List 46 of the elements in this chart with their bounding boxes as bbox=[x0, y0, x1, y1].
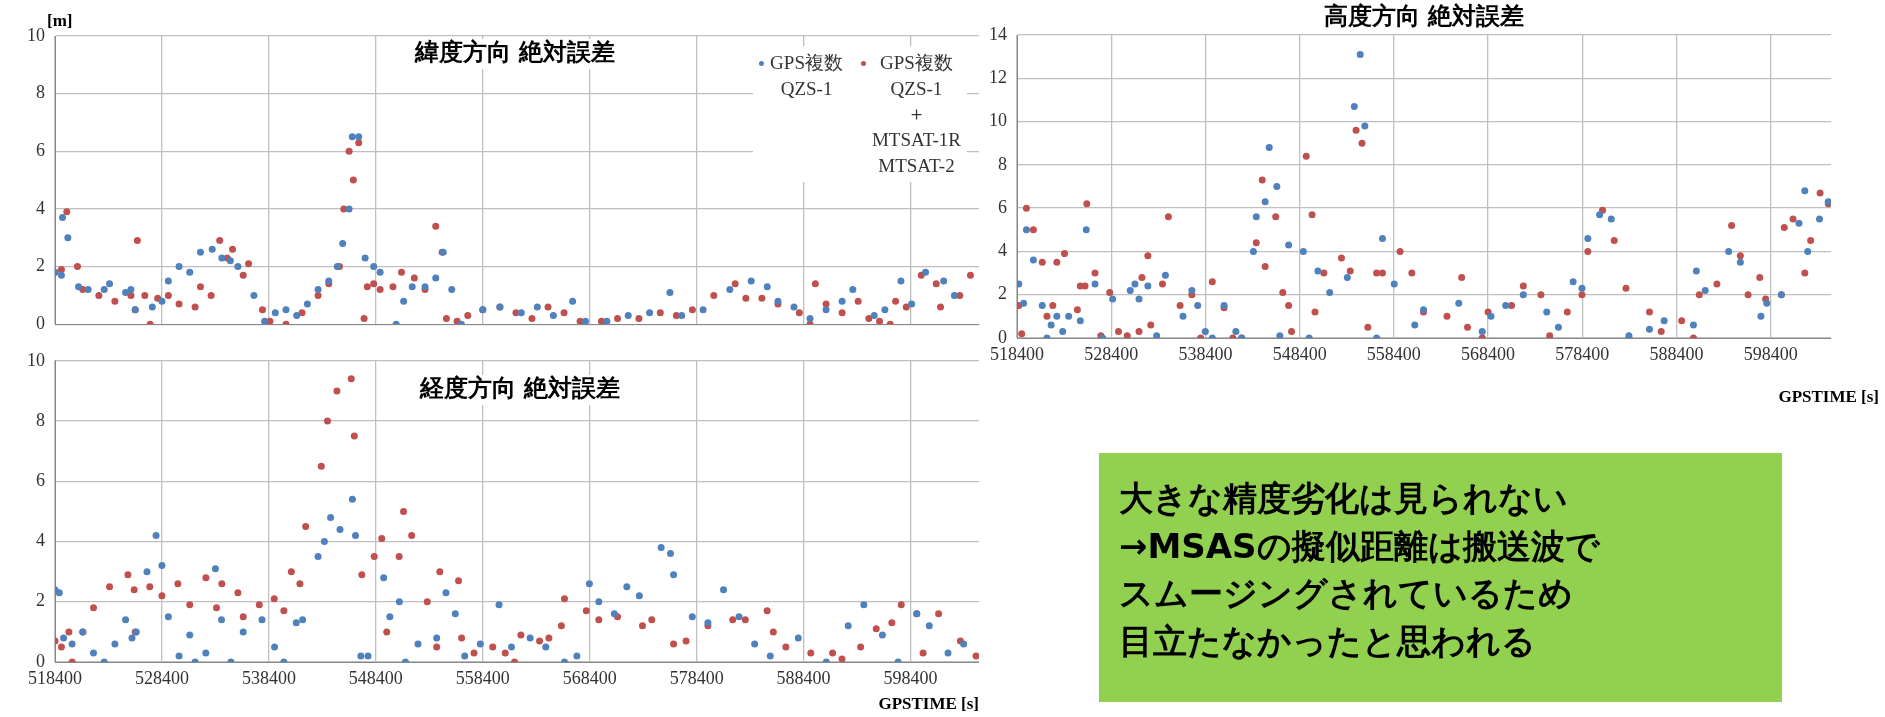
x-tick-label: 568400 bbox=[562, 667, 617, 688]
x-axis-title: GPSTIME [s] bbox=[1778, 386, 1879, 406]
x-axis-title: GPSTIME [s] bbox=[878, 693, 979, 713]
y-tick-label: 14 bbox=[989, 23, 1007, 44]
x-tick-label: 548400 bbox=[1272, 343, 1327, 364]
legend-label: GPS複数 QZS-1 ＋ MTSAT-1R MTSAT-2 bbox=[871, 51, 961, 178]
text: 経度方向 絶対誤差 bbox=[418, 374, 621, 403]
x-tick-label: 538400 bbox=[241, 667, 296, 688]
y-tick-label: 2 bbox=[36, 255, 45, 276]
y-tick-label: 6 bbox=[36, 140, 45, 161]
text: 大きな精度劣化は見られない bbox=[1119, 477, 1569, 520]
y-tick-label: 8 bbox=[36, 409, 45, 430]
x-tick-label: 578400 bbox=[1555, 343, 1610, 364]
y-tick-label: 2 bbox=[998, 283, 1007, 304]
x-tick-label: 568400 bbox=[1461, 343, 1516, 364]
y-tick-label: 8 bbox=[36, 82, 45, 103]
y-tick-label: 6 bbox=[36, 470, 45, 491]
x-tick-label: 528400 bbox=[1084, 343, 1139, 364]
text: 目立たなかったと思われる bbox=[1119, 619, 1537, 663]
x-tick-label: 528400 bbox=[134, 667, 189, 688]
y-tick-label: 2 bbox=[36, 590, 45, 611]
x-tick-label: 598400 bbox=[1743, 343, 1798, 364]
y-tick-label: 4 bbox=[36, 530, 45, 551]
x-tick-label: 558400 bbox=[455, 667, 510, 688]
legend-label: GPS複数 QZS-1 bbox=[770, 51, 843, 101]
y-tick-label: 12 bbox=[989, 67, 1007, 88]
y-axis-title: [m] bbox=[47, 10, 73, 30]
x-tick-label: 558400 bbox=[1366, 343, 1421, 364]
x-tick-label: 538400 bbox=[1178, 343, 1233, 364]
y-tick-label: 10 bbox=[989, 110, 1007, 131]
chart-title: 高度方向 絶対誤差 bbox=[1323, 2, 1525, 31]
text: スムージングされているため bbox=[1119, 572, 1574, 616]
y-tick-label: 4 bbox=[36, 197, 45, 218]
y-tick-label: 10 bbox=[27, 349, 45, 370]
y-tick-label: 0 bbox=[36, 312, 45, 333]
x-tick-label: 578400 bbox=[669, 667, 724, 688]
y-tick-label: 8 bbox=[998, 153, 1007, 174]
y-tick-label: 4 bbox=[998, 240, 1007, 261]
y-tick-label: 10 bbox=[27, 24, 45, 45]
x-tick-label: 598400 bbox=[883, 667, 938, 688]
y-tick-label: 6 bbox=[998, 196, 1007, 217]
x-tick-label: 548400 bbox=[348, 667, 403, 688]
text: →MSASの擬似距離は搬送波で bbox=[1119, 524, 1601, 568]
x-tick-label: 588400 bbox=[776, 667, 831, 688]
x-tick-label: 588400 bbox=[1649, 343, 1704, 364]
chart-title: 緯度方向 絶対誤差 bbox=[413, 38, 616, 67]
